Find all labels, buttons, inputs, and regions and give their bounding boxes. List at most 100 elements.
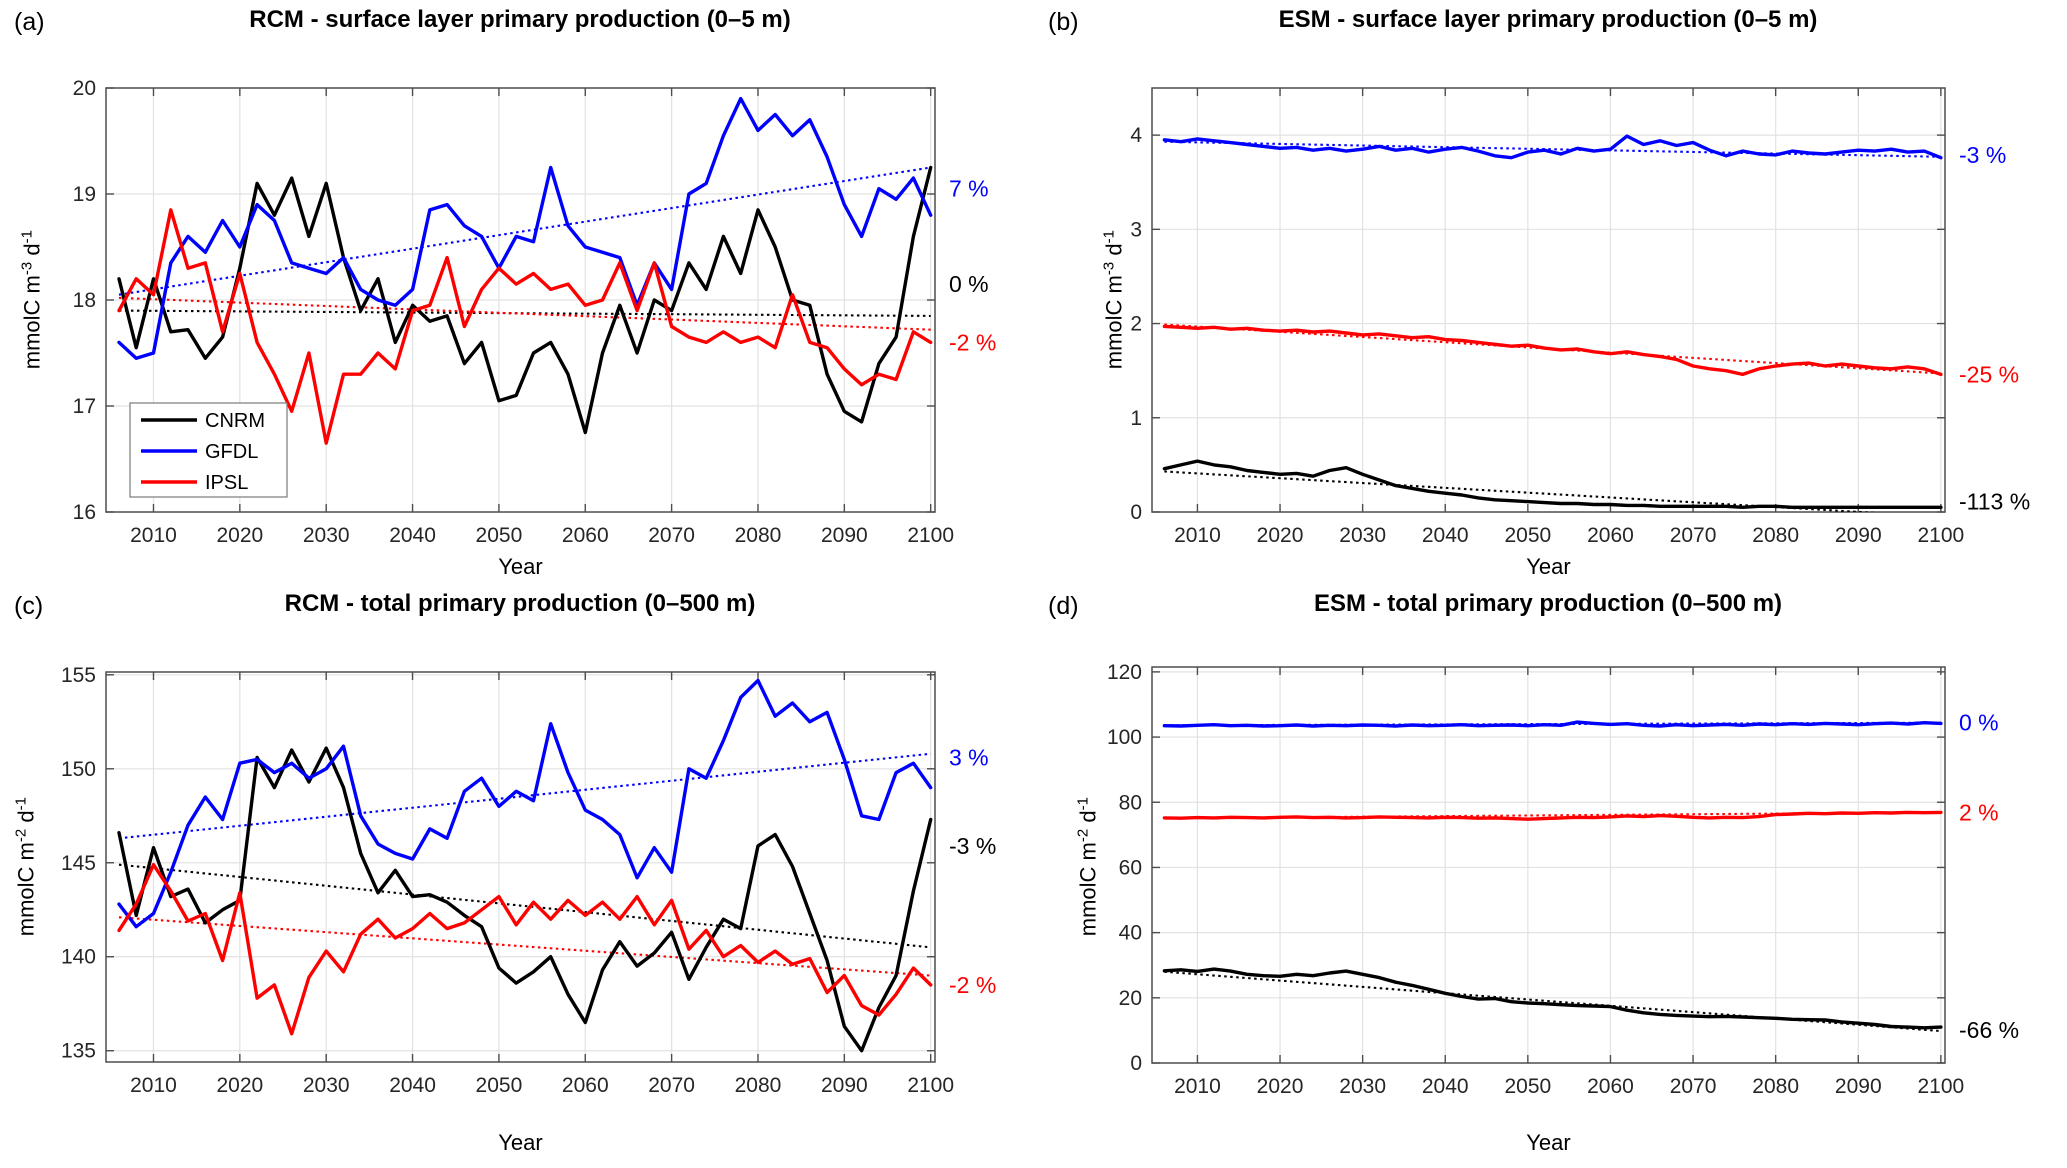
panel-d-letter: (d) (1048, 592, 1079, 620)
svg-text:2010: 2010 (130, 1074, 177, 1097)
svg-text:2030: 2030 (1339, 524, 1386, 547)
svg-text:2090: 2090 (821, 524, 868, 547)
svg-text:2050: 2050 (1504, 1075, 1551, 1098)
svg-text:-3 %: -3 % (1959, 142, 2006, 168)
svg-text:155: 155 (61, 664, 96, 687)
svg-text:2020: 2020 (1257, 524, 1304, 547)
svg-text:2040: 2040 (389, 1074, 436, 1097)
svg-text:60: 60 (1119, 856, 1142, 879)
svg-text:2100: 2100 (1918, 524, 1965, 547)
svg-text:3 %: 3 % (949, 745, 989, 771)
svg-text:-2 %: -2 % (949, 972, 996, 998)
svg-text:2010: 2010 (1174, 1075, 1221, 1098)
svg-text:80: 80 (1119, 791, 1142, 814)
svg-text:2030: 2030 (303, 524, 350, 547)
panel-c-plot: 2010 2020 2030 2040 2050 2060 2070 2080 2090 2100… (61, 664, 996, 1097)
panel-b-xlabel: Year (1526, 554, 1571, 579)
svg-text:20: 20 (73, 77, 96, 100)
svg-text:140: 140 (61, 946, 96, 969)
panel-d: (d) ESM - total primary production (0–50… (1034, 584, 2067, 1168)
svg-text:CNRM: CNRM (205, 410, 265, 432)
svg-text:18: 18 (73, 289, 96, 312)
svg-text:2 %: 2 % (1959, 800, 1999, 826)
panel-a-title: RCM - surface layer primary production (… (249, 6, 791, 33)
svg-text:-66 %: -66 % (1959, 1017, 2019, 1043)
svg-text:120: 120 (1107, 661, 1142, 684)
svg-text:2070: 2070 (648, 524, 695, 547)
panel-d-plot: 2010 2020 2030 2040 2050 2060 2070 2080 2090 2100… (1107, 661, 2019, 1098)
svg-text:16: 16 (73, 501, 96, 524)
svg-text:2060: 2060 (1587, 524, 1634, 547)
svg-text:-2 %: -2 % (949, 329, 996, 355)
svg-text:0: 0 (1130, 501, 1142, 524)
svg-text:2050: 2050 (476, 1074, 523, 1097)
panel-a-xlabel: Year (498, 554, 543, 579)
svg-text:2060: 2060 (562, 524, 609, 547)
svg-text:2040: 2040 (389, 524, 436, 547)
svg-text:4: 4 (1130, 124, 1142, 147)
svg-text:3: 3 (1130, 218, 1142, 241)
svg-text:2050: 2050 (1504, 524, 1551, 547)
svg-text:2090: 2090 (821, 1074, 868, 1097)
svg-text:2080: 2080 (735, 524, 782, 547)
svg-text:2020: 2020 (1257, 1075, 1304, 1098)
svg-text:IPSL: IPSL (205, 472, 248, 494)
svg-text:2020: 2020 (216, 1074, 263, 1097)
svg-text:40: 40 (1119, 922, 1142, 945)
svg-text:145: 145 (61, 852, 96, 875)
svg-text:2060: 2060 (1587, 1075, 1634, 1098)
panel-c: (c) RCM - total primary production (0–50… (0, 584, 1033, 1168)
svg-text:2020: 2020 (216, 524, 263, 547)
panel-a-letter: (a) (14, 8, 45, 36)
svg-text:-113 %: -113 % (1959, 489, 2030, 515)
svg-text:2100: 2100 (907, 524, 954, 547)
svg-text:1: 1 (1130, 407, 1142, 430)
panel-a-plot: 2010 2020 2030 2040 2050 2060 2070 2080 2090 2100… (73, 77, 997, 547)
panel-b-title: ESM - surface layer primary production (… (1278, 6, 1818, 33)
svg-text:135: 135 (61, 1040, 96, 1063)
svg-text:2040: 2040 (1422, 524, 1469, 547)
svg-text:17: 17 (73, 395, 96, 418)
svg-text:2070: 2070 (1670, 1075, 1717, 1098)
svg-text:2080: 2080 (1752, 1075, 1799, 1098)
svg-text:2100: 2100 (907, 1074, 954, 1097)
panel-d-title: ESM - total primary production (0–500 m) (1313, 590, 1783, 617)
svg-text:2090: 2090 (1835, 524, 1882, 547)
svg-text:0 %: 0 % (1959, 710, 1999, 736)
panel-b-plot: 2010 2020 2030 2040 2050 2060 2070 2080 2090 2100… (1130, 87, 2030, 547)
svg-text:2030: 2030 (303, 1074, 350, 1097)
svg-text:2090: 2090 (1835, 1075, 1882, 1098)
panel-b: (b) ESM - surface layer primary producti… (1034, 0, 2067, 584)
svg-text:19: 19 (73, 183, 96, 206)
svg-text:2040: 2040 (1422, 1075, 1469, 1098)
svg-text:GFDL: GFDL (205, 441, 258, 463)
panel-b-ylabel: mmolC m-3 d-1 (1100, 230, 1127, 370)
svg-text:-25 %: -25 % (1959, 361, 2019, 387)
svg-text:2070: 2070 (1670, 524, 1717, 547)
panel-d-xlabel: Year (1526, 1130, 1571, 1155)
svg-text:2080: 2080 (1752, 524, 1799, 547)
svg-text:0 %: 0 % (949, 271, 989, 297)
svg-text:2010: 2010 (1174, 524, 1221, 547)
svg-text:2080: 2080 (735, 1074, 782, 1097)
panel-c-xlabel: Year (498, 1130, 543, 1155)
panel-d-ylabel: mmolC m-2 d-1 (1074, 797, 1101, 937)
svg-text:0: 0 (1130, 1052, 1142, 1075)
panel-c-title: RCM - total primary production (0–500 m) (284, 590, 756, 617)
panel-a: (a) RCM - surface layer primary producti… (0, 0, 1033, 584)
panel-a-ylabel: mmolC m-3 d-1 (18, 230, 45, 370)
svg-text:100: 100 (1107, 726, 1142, 749)
svg-text:20: 20 (1119, 987, 1142, 1010)
svg-text:2010: 2010 (130, 524, 177, 547)
panel-c-letter: (c) (14, 592, 44, 620)
svg-text:2060: 2060 (562, 1074, 609, 1097)
svg-text:2: 2 (1130, 313, 1142, 336)
svg-text:2100: 2100 (1918, 1075, 1965, 1098)
svg-text:150: 150 (61, 758, 96, 781)
panel-b-letter: (b) (1048, 8, 1079, 36)
svg-text:2070: 2070 (648, 1074, 695, 1097)
svg-text:2050: 2050 (476, 524, 523, 547)
svg-text:-3 %: -3 % (949, 833, 996, 859)
svg-text:7 %: 7 % (949, 176, 989, 202)
